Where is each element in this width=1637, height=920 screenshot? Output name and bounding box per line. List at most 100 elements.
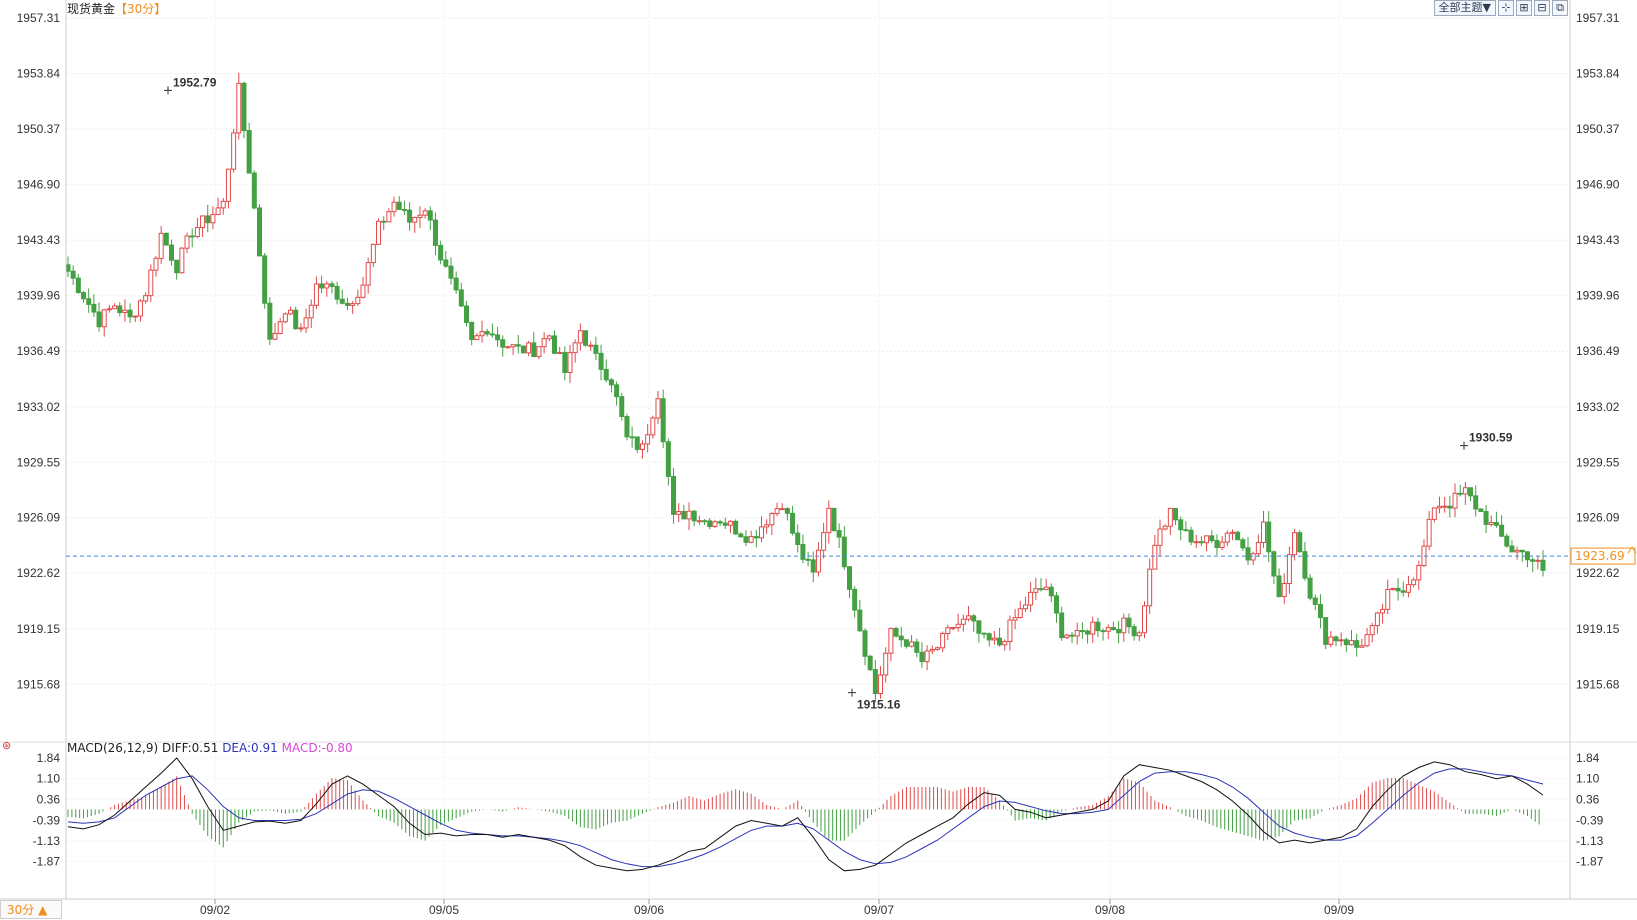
candle (805, 551, 811, 567)
candle (836, 523, 842, 549)
candle (717, 519, 723, 527)
candle (158, 225, 164, 264)
candle (1255, 534, 1261, 557)
candle (614, 381, 620, 406)
theme-dropdown[interactable]: 全部主题▼ (1433, 0, 1496, 16)
price-tick-left: 1926.09 (17, 511, 61, 525)
macd-legend-item: MACD:-0.80 (278, 741, 353, 755)
candle (1245, 537, 1251, 565)
restore-icon[interactable]: ⧉ (1552, 0, 1568, 16)
candle-body (81, 292, 87, 300)
candle-body (810, 559, 816, 573)
date-tick-label: 09/09 (1324, 903, 1354, 917)
candle-body (893, 628, 899, 637)
candle (914, 638, 920, 658)
candle (867, 654, 873, 671)
candle (598, 344, 604, 381)
candle-body (650, 417, 656, 436)
price-tick-left: 1946.90 (17, 178, 61, 192)
candle (696, 515, 702, 526)
crosshair-icon[interactable]: ⊹ (1498, 0, 1514, 16)
period-selector[interactable]: 30分 ▲ (0, 900, 62, 919)
candle (1038, 578, 1044, 592)
macd-tick-right: 1.84 (1576, 751, 1600, 765)
candle (272, 322, 278, 341)
candle-body (1514, 549, 1520, 553)
candle (862, 628, 868, 666)
candle-body (909, 641, 915, 647)
price-tick-left: 1922.62 (17, 566, 61, 580)
candle-body (205, 215, 211, 224)
candle-body (1468, 487, 1474, 497)
candle-body (753, 536, 759, 539)
candle (676, 503, 682, 523)
candle-body (707, 520, 713, 527)
candle (1002, 639, 1008, 651)
candle (976, 619, 982, 643)
candle (671, 468, 677, 524)
candle (722, 517, 728, 530)
macd-settings-icon[interactable]: ⊛ (2, 740, 12, 752)
candle-body (1126, 617, 1132, 628)
candle (505, 345, 511, 349)
candle (1012, 609, 1018, 630)
candle-body (841, 536, 847, 568)
candle (298, 323, 304, 333)
candle-body (1147, 568, 1153, 607)
candle (1369, 622, 1375, 643)
candle-body (562, 352, 568, 374)
candle-body (898, 635, 904, 641)
candle (759, 516, 765, 543)
candle (815, 542, 821, 577)
price-tick-left: 1915.68 (17, 677, 61, 691)
candle (774, 502, 780, 517)
candle-body (417, 214, 423, 219)
candle-body (1198, 541, 1204, 544)
candle-body (189, 235, 195, 238)
candle (660, 389, 666, 449)
candle (1043, 578, 1049, 591)
candle (86, 288, 92, 313)
candle (401, 200, 407, 215)
candle-body (215, 207, 221, 216)
candle (1530, 557, 1536, 573)
candle (1240, 537, 1246, 551)
candle (769, 511, 775, 535)
candle-body (608, 379, 614, 386)
candle-body (251, 172, 257, 209)
candle-body (624, 416, 630, 438)
candle-body (1028, 591, 1034, 606)
candle-body (1105, 627, 1111, 632)
zoom-in-icon[interactable]: ⊞ (1516, 0, 1532, 16)
candle-body (86, 298, 92, 305)
candle-body (153, 257, 159, 271)
candle (246, 122, 252, 174)
candle (624, 413, 630, 441)
macd-tick-left: -0.39 (33, 813, 61, 827)
candle-body (1162, 525, 1168, 530)
candle-body (350, 303, 356, 306)
macd-legend-item: MACD(26,12,9) (67, 741, 158, 755)
zoom-out-icon[interactable]: ⊟ (1534, 0, 1550, 16)
candle-body (1535, 559, 1541, 562)
candle-body (1209, 535, 1215, 542)
candle (1457, 484, 1463, 497)
candle (1167, 507, 1173, 536)
macd-tick-left: 0.36 (37, 792, 61, 806)
candle (1085, 629, 1091, 644)
candle (733, 519, 739, 535)
candle-body (1462, 487, 1468, 495)
candle-body (1338, 639, 1344, 642)
candle-body (1054, 595, 1060, 614)
price-tick-right: 1915.68 (1576, 677, 1620, 691)
candle-body (784, 508, 790, 514)
candle (929, 645, 935, 655)
candle-body (572, 342, 578, 354)
date-tick-label: 09/02 (200, 903, 230, 917)
candle-body (1100, 630, 1106, 633)
candle-body (1380, 608, 1386, 614)
candle-body (1519, 549, 1525, 553)
candle (194, 217, 200, 239)
candle-body (106, 308, 112, 311)
candle (1095, 617, 1101, 637)
